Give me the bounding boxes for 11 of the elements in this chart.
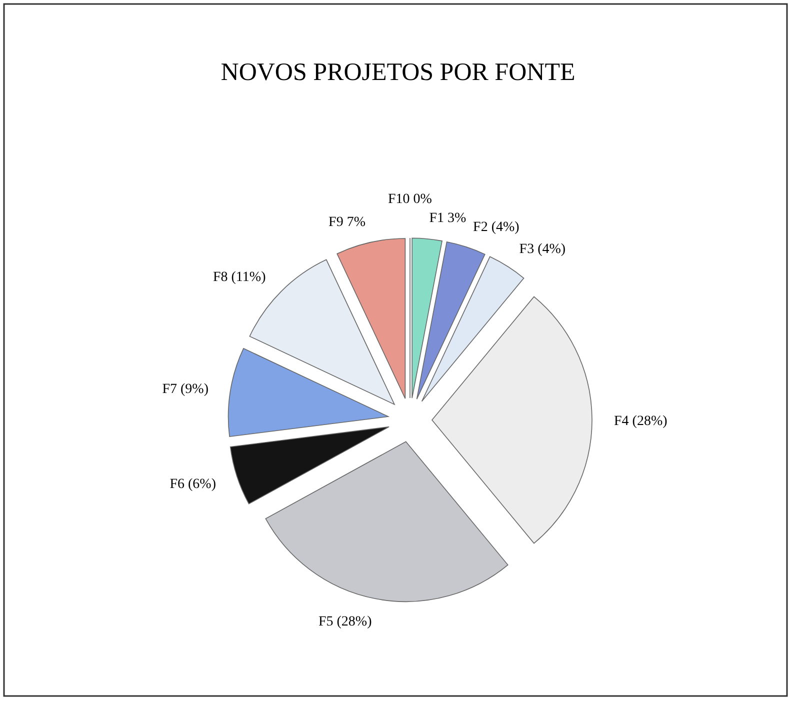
slice-label: F4 (28%): [614, 414, 668, 429]
slice-label: F6 (6%): [170, 477, 216, 492]
category-label: F10 0%: [388, 192, 432, 207]
slice-label: F3 (4%): [519, 242, 566, 257]
slice-label: F9 7%: [328, 214, 366, 230]
slice-label: F7 (9%): [162, 382, 209, 398]
slice-label: F5 (28%): [318, 614, 372, 630]
slice-label: F8 (11%): [212, 270, 266, 285]
slice-label: F2 (4%): [473, 220, 520, 235]
chart-title: NOVOS PROJETOS POR FONTE: [220, 59, 576, 86]
slice-label: F1 3%: [429, 210, 466, 226]
